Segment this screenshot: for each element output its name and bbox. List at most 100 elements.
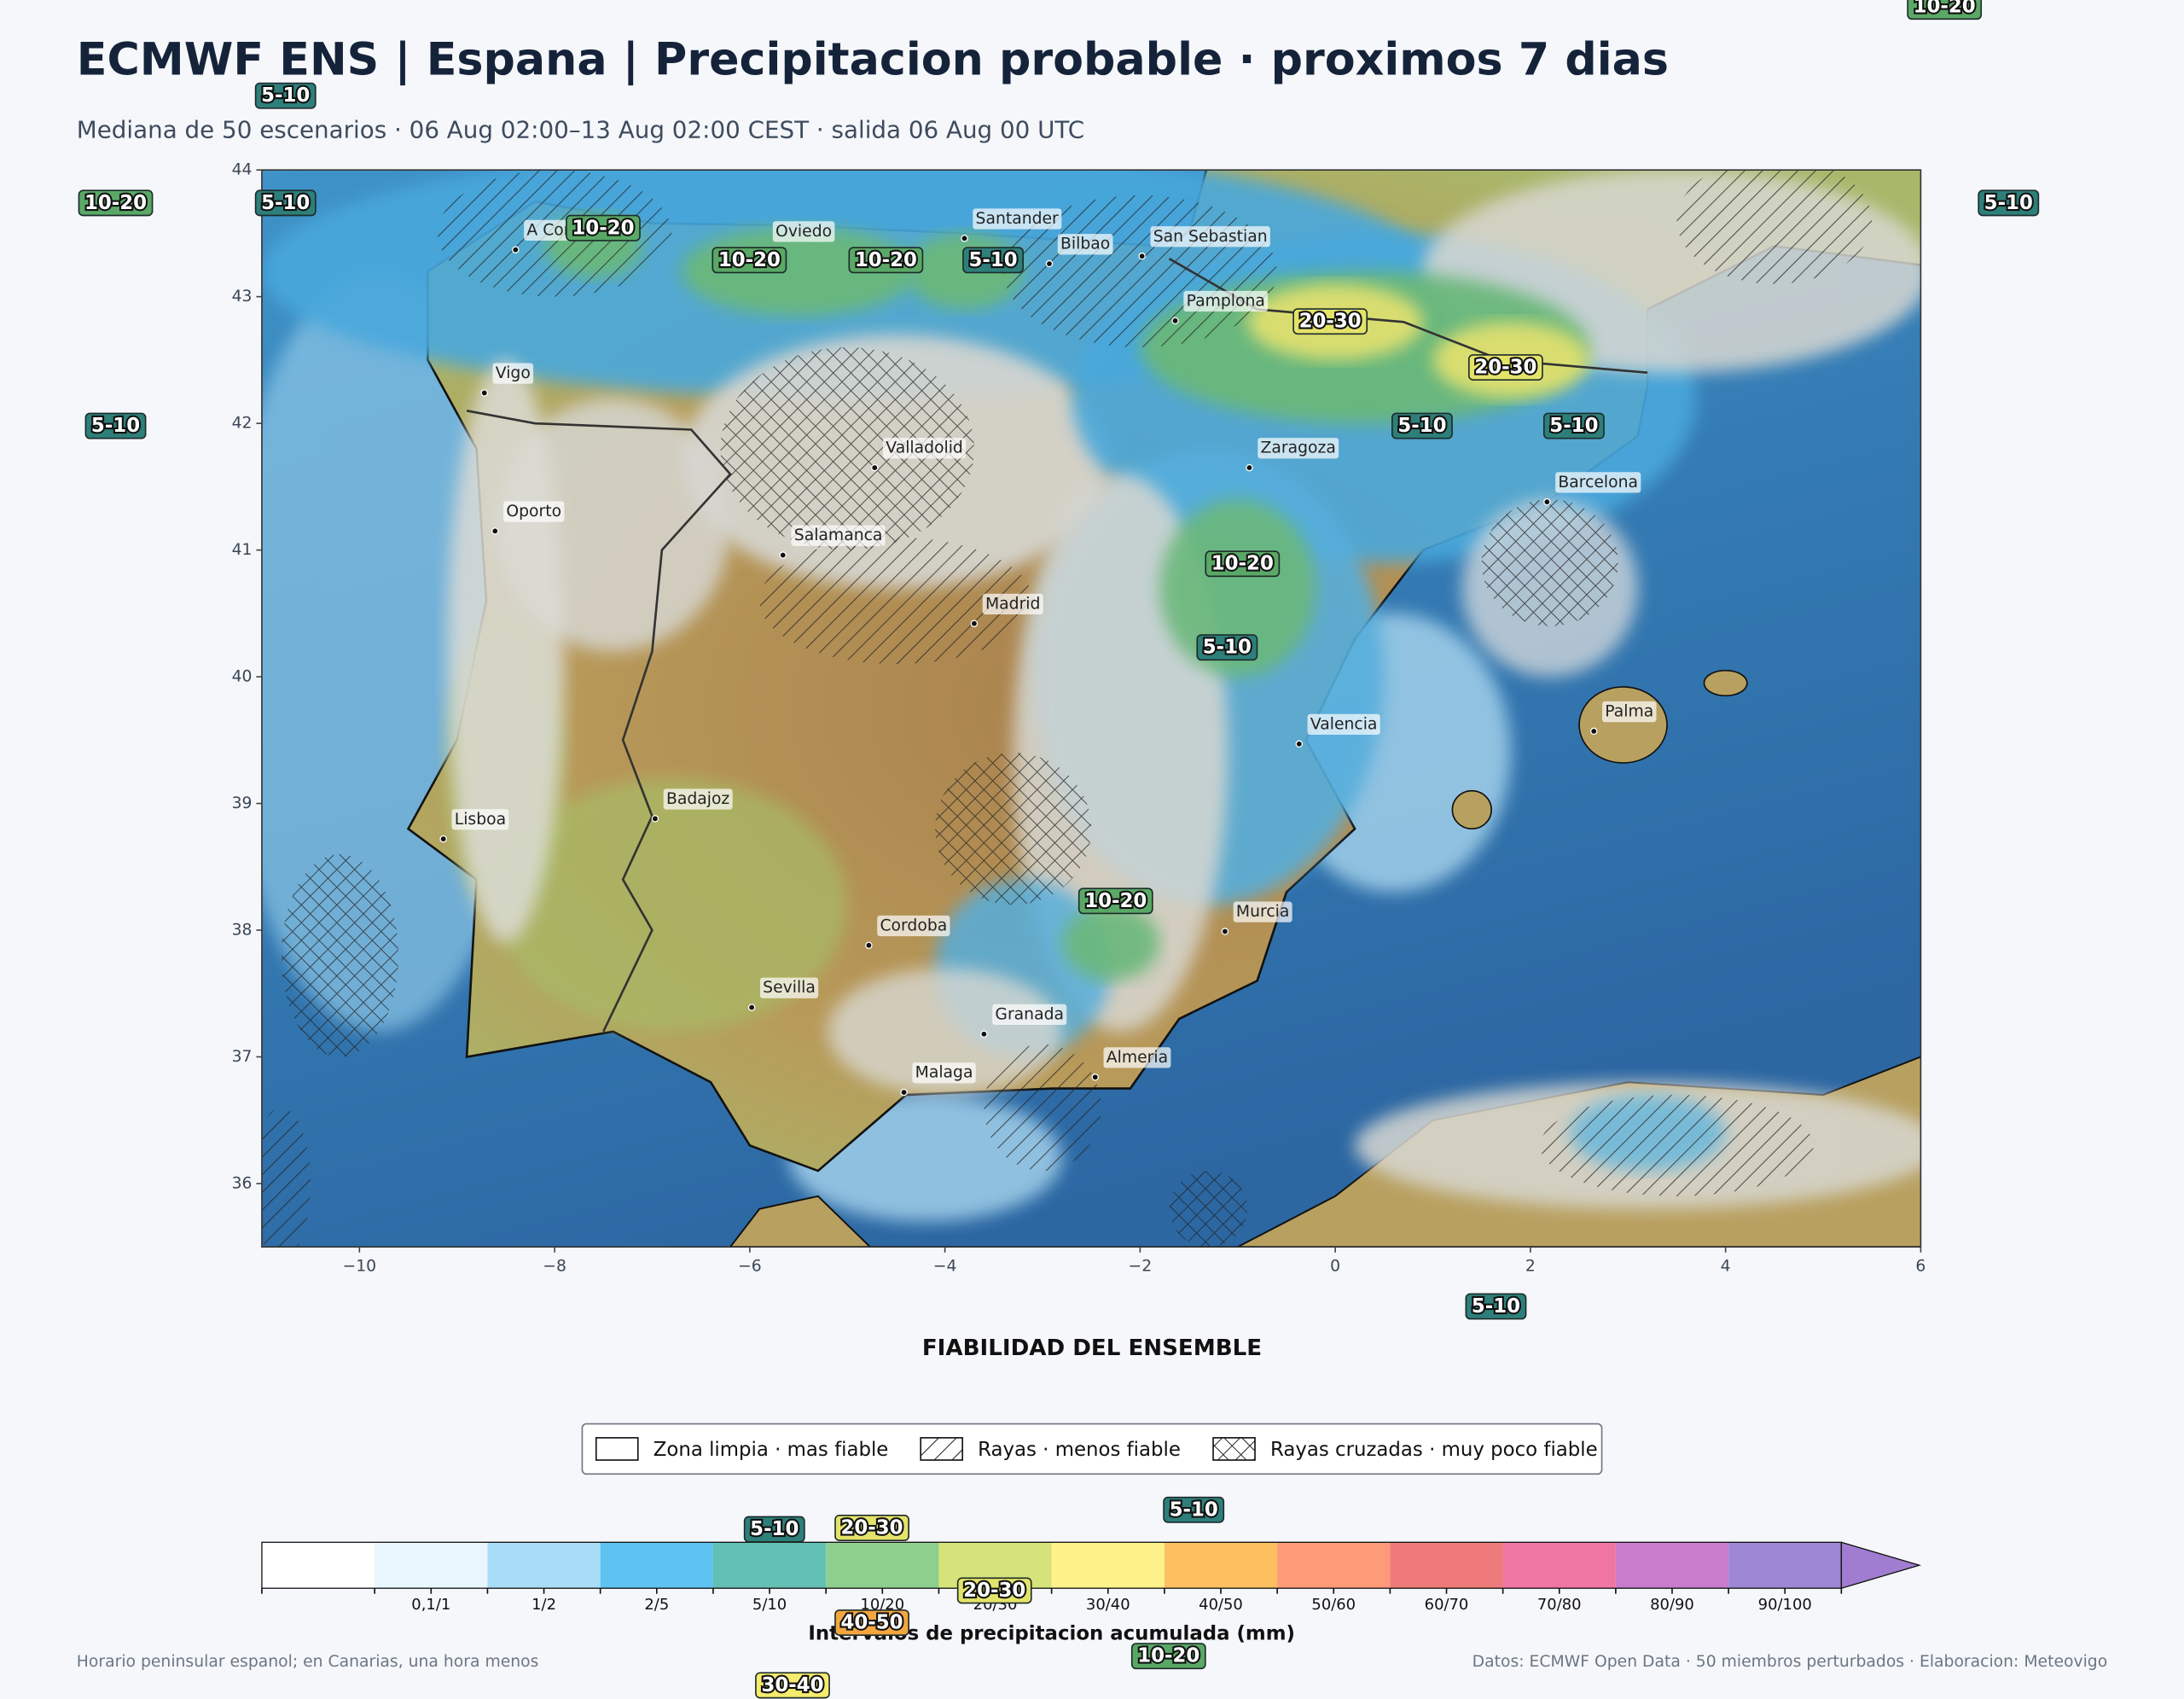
colorbar-swatch bbox=[712, 1542, 827, 1589]
precip-badge-label: 20-30 bbox=[1299, 311, 1362, 333]
x-tick-label: −8 bbox=[543, 1258, 566, 1276]
city-label-bg bbox=[982, 593, 1043, 614]
city-label: Malaga bbox=[915, 1064, 973, 1082]
colorbar-label: 90/100 bbox=[1758, 1596, 1812, 1614]
city-dot bbox=[480, 389, 488, 397]
city-label-bg bbox=[791, 525, 886, 546]
precip-badge bbox=[848, 247, 924, 274]
precip-badge bbox=[1130, 1643, 1206, 1670]
x-tick-label: 6 bbox=[1915, 1258, 1926, 1276]
precip-badge bbox=[1465, 1293, 1527, 1320]
colorbar-swatch bbox=[1728, 1542, 1842, 1589]
city-label-bg bbox=[912, 1062, 976, 1084]
crosshatch-area bbox=[281, 853, 399, 1057]
legend-swatch-cross bbox=[1212, 1437, 1256, 1461]
city-dot bbox=[970, 620, 979, 627]
precip-badge bbox=[956, 1577, 1032, 1604]
city-label: Lisboa bbox=[455, 811, 506, 829]
city-label: Oporto bbox=[506, 503, 561, 521]
precip-badge-label: 10-20 bbox=[718, 249, 781, 271]
city-label: Barcelona bbox=[1558, 474, 1638, 492]
city-dot bbox=[1138, 252, 1146, 260]
colorbar-label: 70/80 bbox=[1537, 1596, 1582, 1614]
city-label-bg bbox=[759, 977, 819, 998]
city-dot bbox=[1091, 1074, 1100, 1081]
colorbar: 0,1/1 1/2 2/5 5/10 10/20 20/30 30/40 40/50 50/60… bbox=[261, 1541, 1922, 1614]
city-label: Salamanca bbox=[794, 527, 883, 544]
x-tick-label: −10 bbox=[343, 1258, 377, 1276]
crosshatch-area bbox=[1481, 499, 1618, 626]
y-tick-label: 39 bbox=[232, 794, 253, 812]
y-tick-label: 40 bbox=[232, 668, 253, 686]
colorbar-extension bbox=[1840, 1541, 1922, 1590]
city-label: Pamplona bbox=[1187, 293, 1265, 311]
map-frame bbox=[261, 169, 1922, 1248]
precip-badge bbox=[1468, 354, 1543, 381]
city-label-bg bbox=[1103, 1047, 1171, 1068]
city-label-bg bbox=[663, 788, 733, 810]
x-tick-label: −4 bbox=[933, 1258, 957, 1276]
hatch-area bbox=[984, 1044, 1101, 1172]
city-label: Palma bbox=[1605, 703, 1653, 721]
precip-badge-label: 10-20 bbox=[855, 249, 917, 271]
legend-item: Rayas · menos fiable bbox=[978, 1439, 1181, 1461]
colorbar-swatch bbox=[1277, 1542, 1391, 1589]
city-label-bg bbox=[1258, 438, 1339, 459]
city-label-bg bbox=[503, 501, 565, 522]
colorbar-label: 80/90 bbox=[1650, 1596, 1694, 1614]
precip-badge bbox=[834, 1609, 909, 1636]
city-label: Murcia bbox=[1236, 903, 1289, 921]
city-label: Sevilla bbox=[763, 979, 816, 997]
island bbox=[1578, 686, 1668, 764]
city-label-bg bbox=[992, 1004, 1067, 1026]
precip-badge-label: 5-10 bbox=[1170, 1498, 1218, 1521]
precip-badge bbox=[1205, 550, 1281, 578]
city-label: Zaragoza bbox=[1261, 439, 1336, 457]
city-dot bbox=[900, 1088, 908, 1097]
colorbar-label: 5/10 bbox=[752, 1596, 787, 1614]
city-label: Oviedo bbox=[775, 223, 832, 241]
precip-area bbox=[1061, 905, 1160, 981]
city-label: Vigo bbox=[496, 364, 531, 382]
x-tick-label: −6 bbox=[738, 1258, 762, 1276]
city-label: Valencia bbox=[1310, 715, 1378, 733]
precip-badge bbox=[1163, 1496, 1225, 1523]
precip-badge bbox=[1978, 189, 2040, 217]
hatch-area bbox=[261, 1107, 311, 1248]
colorbar-label: 40/50 bbox=[1199, 1596, 1243, 1614]
precip-badge-label: 5-10 bbox=[1549, 415, 1598, 437]
city-label-bg bbox=[883, 438, 967, 459]
city-dot bbox=[1221, 928, 1229, 935]
colorbar-swatch bbox=[1051, 1542, 1165, 1589]
colorbar-label: 10/20 bbox=[860, 1596, 904, 1614]
city-label: Granada bbox=[995, 1005, 1064, 1023]
city-label-bg bbox=[1057, 234, 1113, 255]
footer-right: Datos: ECMWF Open Data · 50 miembros per… bbox=[1472, 1653, 2108, 1671]
city-label: Madrid bbox=[985, 595, 1040, 613]
legend-title: FIABILIDAD DEL ENSEMBLE bbox=[922, 1335, 1262, 1361]
precip-badge bbox=[84, 412, 147, 439]
city-label-bg bbox=[973, 208, 1062, 230]
precip-badge-label: 5-10 bbox=[750, 1518, 799, 1540]
y-tick-label: 44 bbox=[232, 161, 253, 179]
city-label-bg bbox=[1150, 226, 1270, 247]
colorbar-swatch bbox=[1615, 1542, 1729, 1589]
city-label: San Sebastian bbox=[1153, 228, 1268, 246]
precip-badge-label: 10-20 bbox=[1084, 890, 1147, 912]
city-label-bg bbox=[492, 363, 534, 384]
colorbar-label: 0,1/1 bbox=[411, 1596, 450, 1614]
city-dot bbox=[1589, 727, 1598, 736]
crosshatch-area bbox=[720, 347, 974, 550]
y-tick-label: 41 bbox=[232, 541, 253, 559]
colorbar-swatch bbox=[1502, 1542, 1616, 1589]
precip-badge-label: 10-20 bbox=[1211, 553, 1274, 575]
colorbar-swatch bbox=[1390, 1542, 1503, 1589]
precip-area bbox=[1159, 499, 1316, 678]
city-label: Badajoz bbox=[666, 790, 729, 808]
colorbar-swatch bbox=[487, 1542, 601, 1589]
city-dot bbox=[747, 1004, 756, 1011]
precip-badge bbox=[1292, 308, 1368, 335]
city-label-bg bbox=[1307, 713, 1380, 736]
precip-badge-label: 5-10 bbox=[261, 84, 310, 107]
